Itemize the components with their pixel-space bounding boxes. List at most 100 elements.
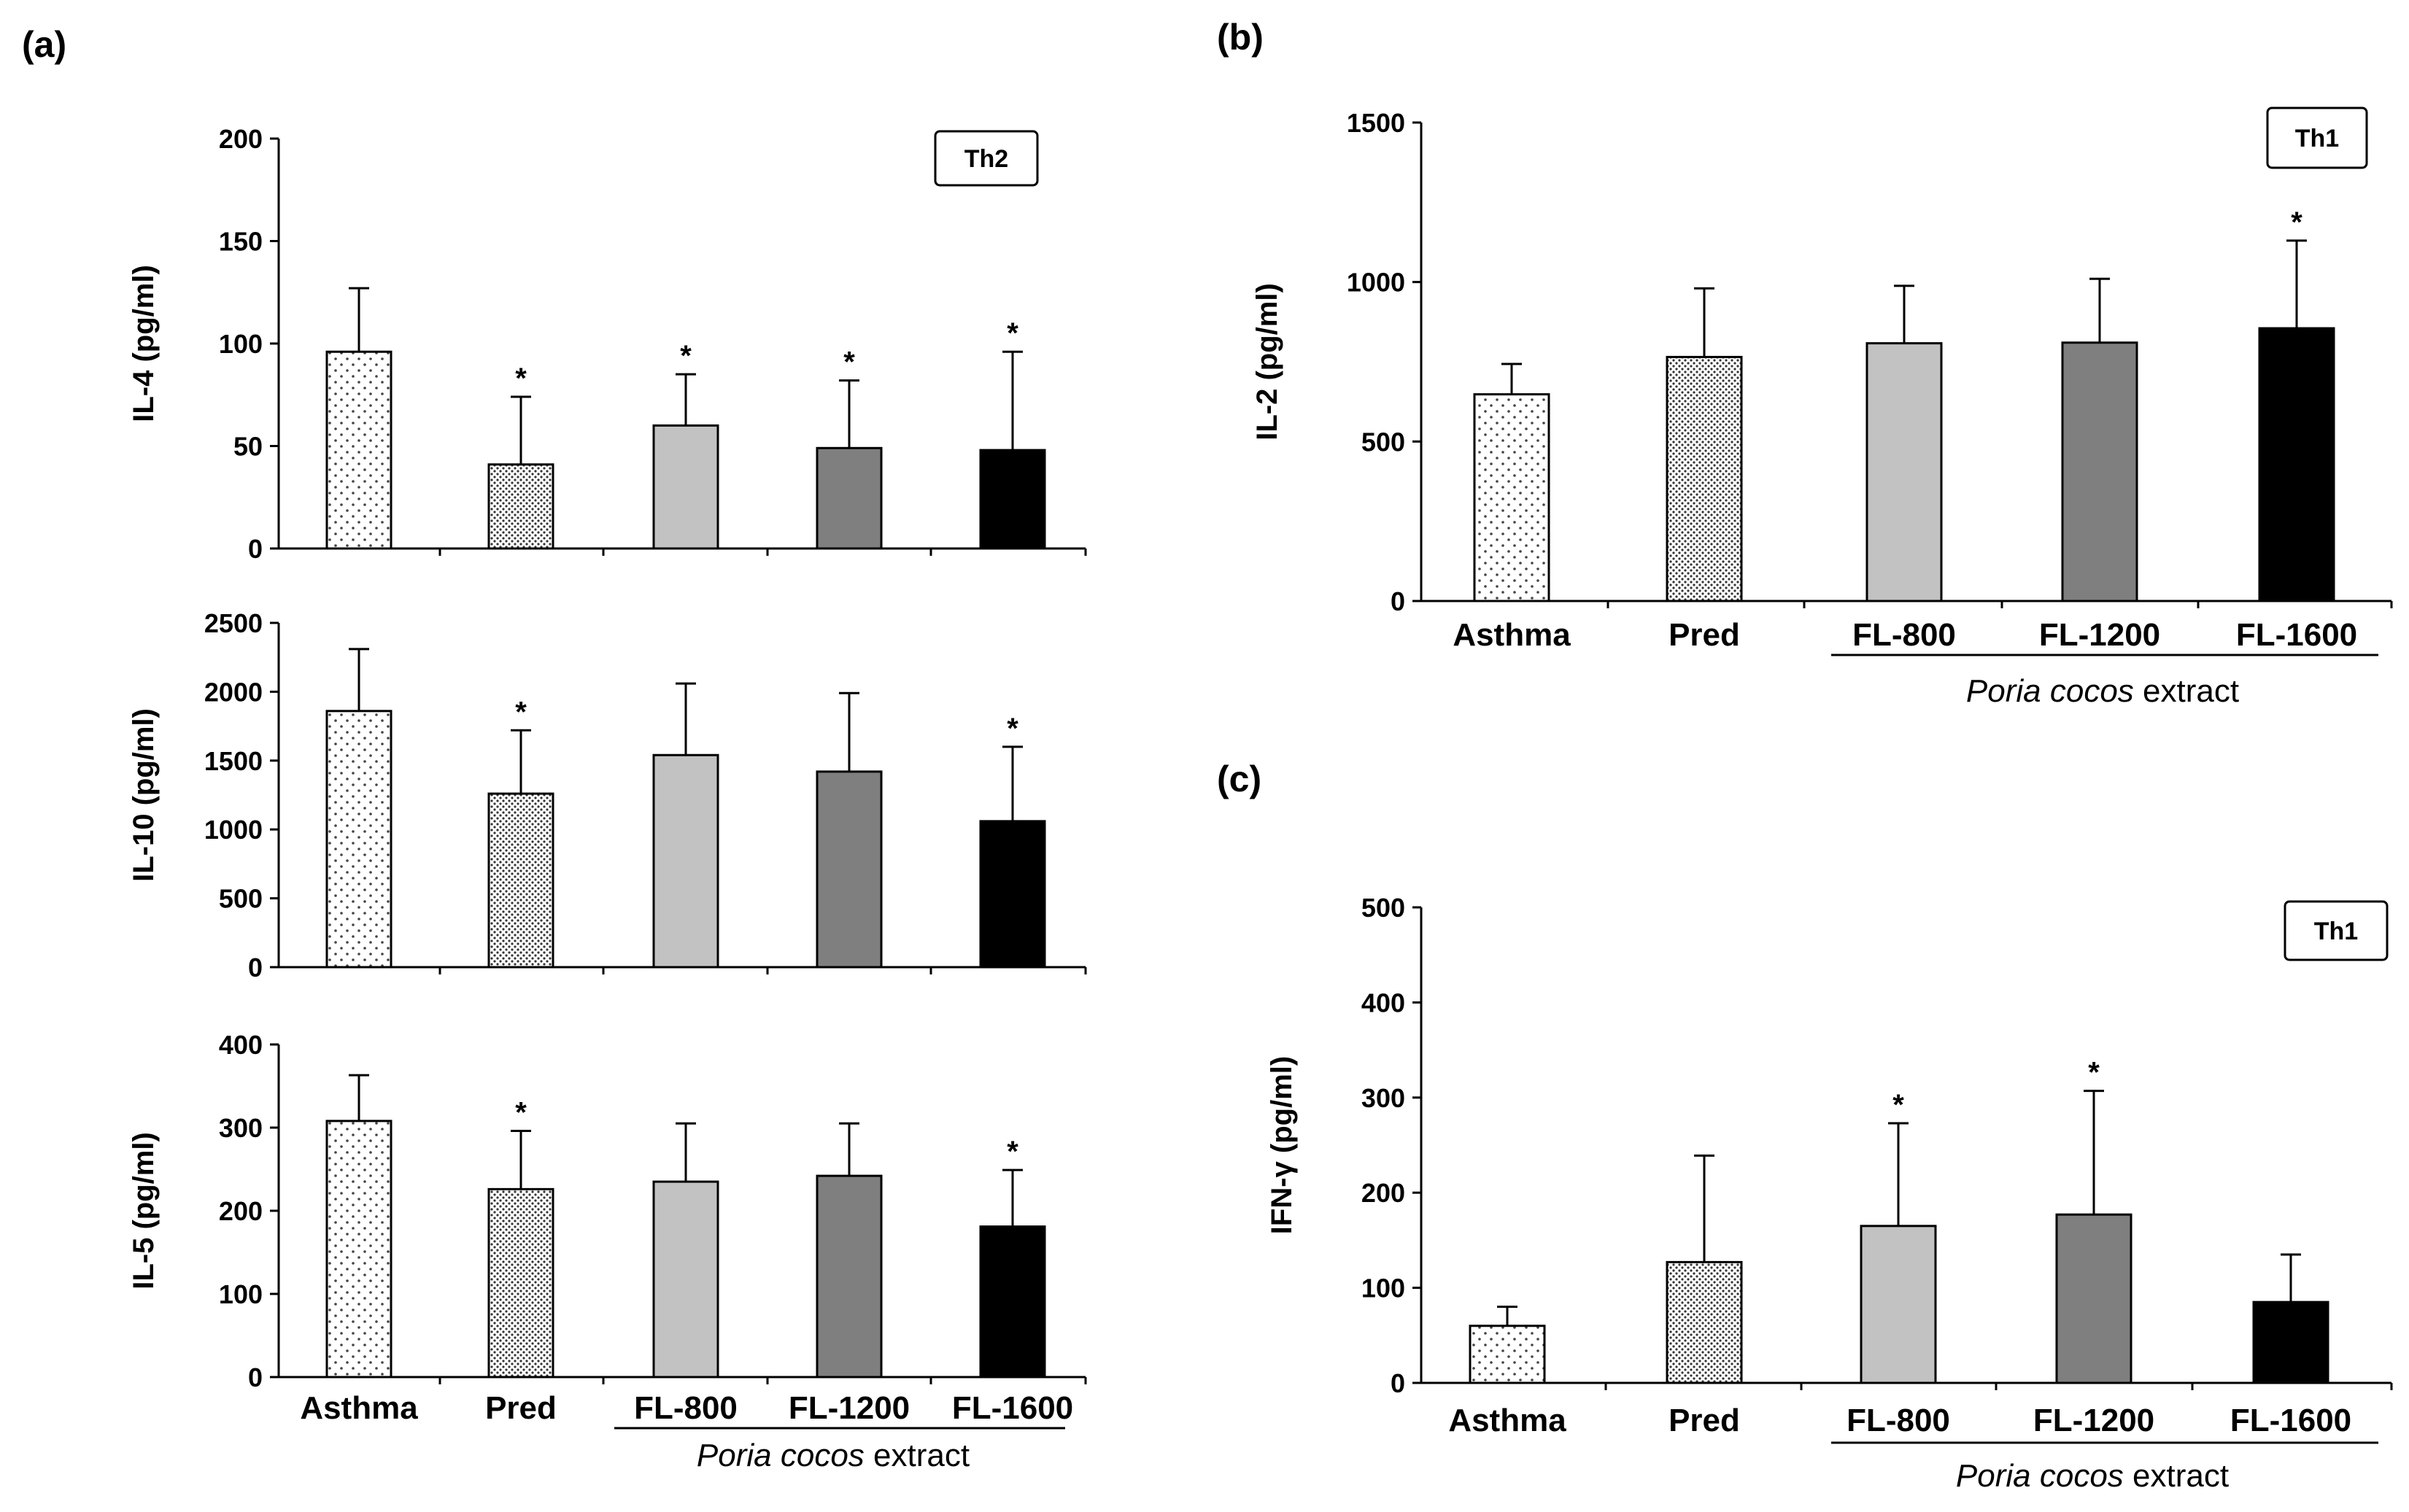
y-tick-label: 400	[219, 1030, 263, 1060]
bar-fl-800	[652, 424, 719, 550]
x-category-label: FL-800	[1847, 1403, 1950, 1438]
bar-fl-800	[1860, 1225, 1937, 1384]
y-tick-label: 0	[248, 1362, 263, 1392]
group-label-a-italic: Poria cocos	[697, 1438, 865, 1473]
bar-asthma	[325, 710, 393, 969]
bar-pred	[1666, 1260, 1743, 1384]
y-tick-label: 0	[248, 534, 263, 564]
chart-a-bottom: 0 100 200 300 400 * * Asthma Pred FL-800 FL-1200 FL…	[128, 1030, 1087, 1426]
chart-b: 0 500 1000 1500 * Asthma Pred FL-800 FL-1200 FL-1…	[1251, 106, 2393, 653]
group-label-c: Poria cocos extract	[1956, 1458, 2229, 1494]
y-tick-label: 0	[1391, 586, 1405, 616]
significance-star: *	[1892, 1089, 1904, 1121]
bar-asthma	[325, 350, 393, 550]
bar-fl-1600	[2258, 327, 2335, 602]
bar-fl-1200	[2055, 1213, 2132, 1384]
bar-fl-800	[652, 1180, 719, 1379]
significance-star: *	[2088, 1057, 2100, 1089]
y-tick-label: 0	[248, 953, 263, 982]
x-category-label: FL-1200	[2039, 617, 2160, 653]
bar-fl-1200	[816, 1174, 883, 1379]
bar-asthma	[325, 1120, 393, 1379]
chart-a-top: 0 50 100 150 200 * * * * IL-4 (pg/ml) Th2	[128, 124, 1087, 564]
bar-asthma	[1473, 393, 1550, 602]
y-tick-label: 1000	[1347, 268, 1405, 298]
y-tick-label: 500	[219, 884, 263, 914]
significance-star: *	[2291, 206, 2302, 239]
legend-box	[934, 130, 1039, 187]
significance-star: *	[515, 696, 527, 728]
x-category-label: Asthma	[1448, 1403, 1566, 1438]
y-tick-label: 500	[1361, 427, 1405, 457]
bar-fl-1600	[979, 1225, 1046, 1379]
x-category-label: FL-1600	[2230, 1403, 2351, 1438]
legend-label: Th1	[2295, 125, 2339, 152]
y-tick-label: 150	[219, 227, 263, 257]
bar-asthma	[1469, 1325, 1546, 1384]
y-tick-label: 1500	[1347, 108, 1405, 138]
y-tick-label: 2000	[204, 677, 263, 707]
significance-star: *	[680, 340, 692, 372]
y-tick-label: 2500	[204, 608, 263, 638]
y-tick-label: 100	[1361, 1273, 1405, 1303]
y-tick-label: 50	[233, 432, 263, 462]
group-label-c-italic: Poria cocos	[1956, 1458, 2124, 1494]
bar-pred	[487, 463, 554, 550]
bar-pred	[1666, 355, 1743, 602]
y-tick-label: 0	[1391, 1368, 1405, 1398]
group-label-a: Poria cocos extract	[697, 1438, 970, 1473]
y-tick-label: 1500	[204, 746, 263, 776]
group-label-a-rest: extract	[865, 1438, 970, 1473]
bar-pred	[487, 792, 554, 969]
y-axis-title: IL-2 (pg/ml)	[1251, 283, 1283, 441]
x-category-label: FL-1600	[952, 1390, 1073, 1426]
y-tick-label: 200	[1361, 1178, 1405, 1208]
y-tick-label: 1000	[204, 815, 263, 845]
significance-star: *	[1007, 1136, 1018, 1168]
y-axis-title: IL-10 (pg/ml)	[128, 708, 160, 882]
bar-fl-1600	[2252, 1300, 2329, 1384]
x-category-label: FL-1600	[2236, 617, 2357, 653]
x-category-label: FL-800	[634, 1390, 738, 1426]
significance-star: *	[1007, 713, 1018, 745]
legend-label: Th2	[964, 145, 1008, 173]
x-category-label: Pred	[1668, 1403, 1740, 1438]
x-category-label: Asthma	[1453, 617, 1571, 653]
panel-label-a: (a)	[22, 24, 66, 65]
y-axis-title: IL-5 (pg/ml)	[128, 1132, 160, 1290]
significance-star: *	[515, 1097, 527, 1129]
y-tick-label: 500	[1361, 893, 1405, 923]
x-category-label: Asthma	[300, 1390, 418, 1426]
y-axis-title: IFN-γ (pg/ml)	[1266, 1056, 1298, 1234]
chart-c: 0 100 200 300 400 500 * * Asthma Pred FL-800 FL-120…	[1266, 893, 2393, 1438]
x-category-label: FL-800	[1852, 617, 1956, 653]
group-label-b-rest: extract	[2134, 673, 2239, 709]
y-tick-label: 200	[219, 1196, 263, 1226]
legend-label: Th1	[2314, 918, 2358, 945]
y-tick-label: 400	[1361, 988, 1405, 1017]
bar-fl-1200	[2061, 341, 2138, 602]
x-category-label: FL-1200	[2033, 1403, 2154, 1438]
panel-label-c: (c)	[1217, 759, 1261, 799]
bar-fl-800	[652, 753, 719, 969]
bar-fl-1200	[816, 770, 883, 969]
y-tick-label: 200	[219, 124, 263, 154]
significance-star: *	[1007, 317, 1018, 349]
group-label-b: Poria cocos extract	[1966, 673, 2239, 709]
x-category-label: Pred	[1668, 617, 1740, 653]
bar-fl-1600	[979, 449, 1046, 550]
legend-box	[2284, 900, 2389, 961]
bar-fl-1600	[979, 820, 1046, 969]
y-axis-title: IL-4 (pg/ml)	[128, 265, 160, 422]
y-tick-label: 300	[219, 1113, 263, 1143]
x-category-label: FL-1200	[789, 1390, 910, 1426]
legend-box	[2266, 106, 2368, 169]
y-tick-label: 100	[219, 329, 263, 359]
significance-star: *	[515, 363, 527, 395]
bar-fl-1200	[816, 446, 883, 550]
y-tick-label: 100	[219, 1279, 263, 1309]
chart-a-middle: 0 500 1000 1500 2000 2500 * * IL-10 (pg/ml)	[128, 608, 1087, 982]
significance-star: *	[843, 346, 855, 379]
bar-pred	[487, 1187, 554, 1379]
